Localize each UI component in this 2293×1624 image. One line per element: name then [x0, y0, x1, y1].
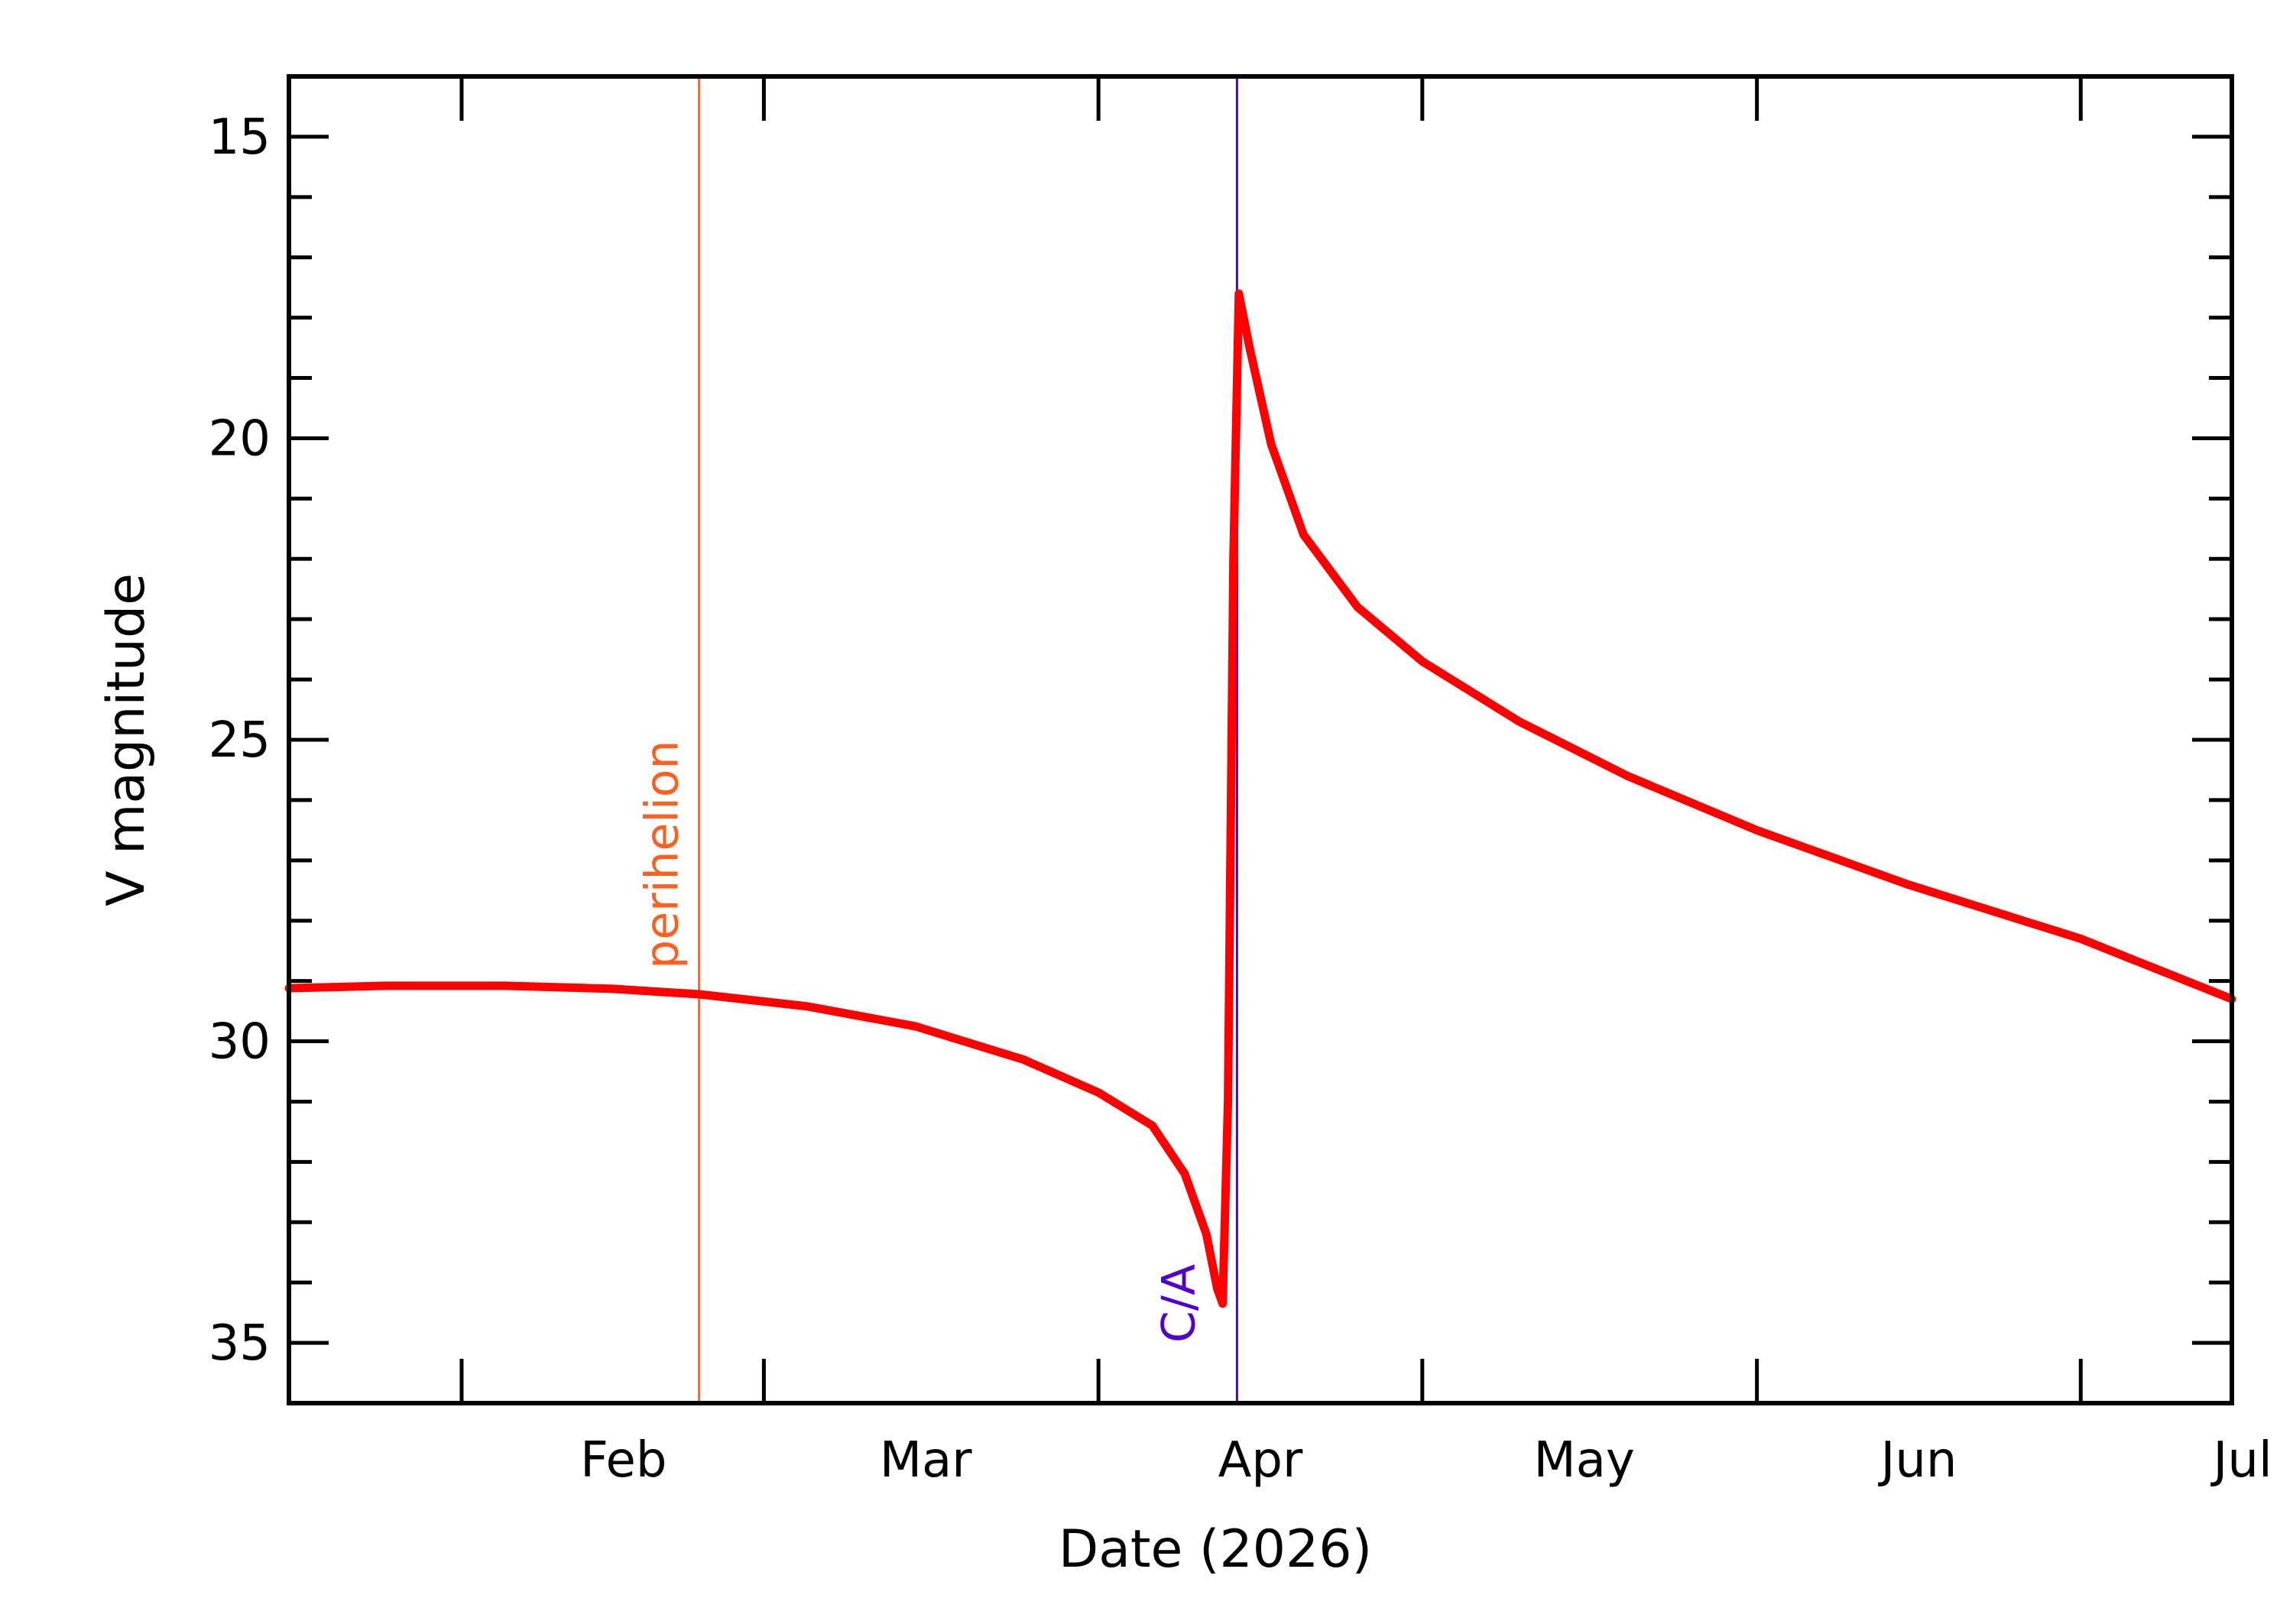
event-lines: [698, 76, 1238, 1403]
x-tick-label: May: [1534, 1432, 1635, 1489]
axis-ticks: [289, 74, 2232, 1405]
y-tick-label: 25: [209, 712, 271, 769]
y-tick-label: 30: [209, 1014, 271, 1071]
x-tick-label: Jun: [1877, 1432, 1957, 1489]
y-tick-label: 35: [209, 1315, 271, 1372]
x-tick-label: Apr: [1218, 1432, 1303, 1489]
y-tick-label: 20: [209, 410, 271, 467]
series-layer: [284, 289, 2236, 1308]
annotation-label: perihelion: [636, 740, 689, 968]
annotation-labels: perihelion C/A: [636, 740, 1206, 1343]
plot-frame: [287, 74, 2234, 1405]
y-tick-labels: 15 20 25 30 35: [209, 109, 271, 1372]
x-tick-labels: Feb Mar Apr May Jun Jul: [580, 1432, 2272, 1489]
x-axis-title: Date (2026): [1059, 1519, 1372, 1580]
y-axis-title: V magnitude: [96, 573, 157, 906]
annotation-label: C/A: [1152, 1264, 1205, 1343]
magnitude-series-line: [284, 289, 2236, 1308]
y-tick-label: 15: [209, 109, 271, 166]
x-tick-label: Jul: [2210, 1432, 2272, 1489]
x-tick-label: Feb: [580, 1432, 666, 1489]
x-tick-label: Mar: [880, 1432, 972, 1489]
